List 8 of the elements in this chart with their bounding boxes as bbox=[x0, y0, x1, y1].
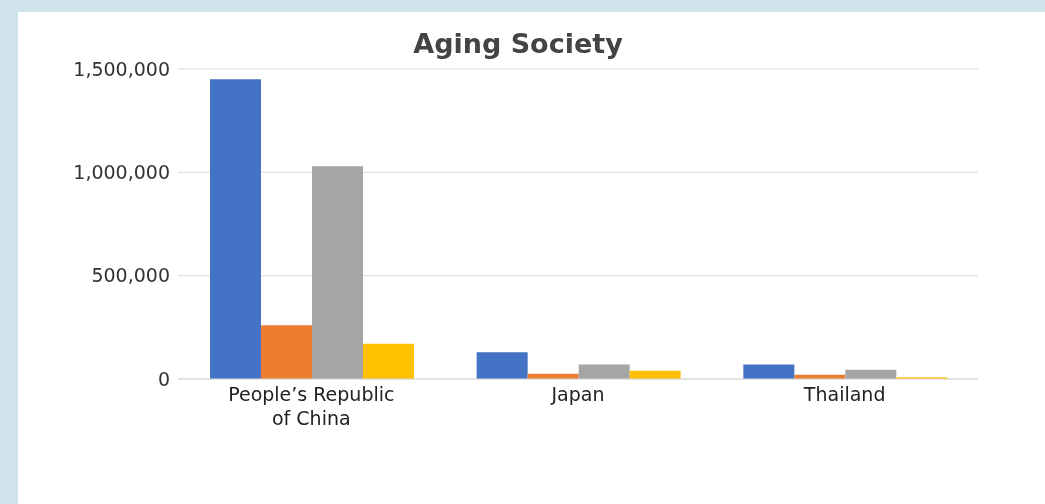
y-tick-label: 1,000,000 bbox=[73, 161, 170, 184]
y-tick-label: 0 bbox=[157, 367, 170, 390]
x-tick-label: Thailand bbox=[802, 383, 886, 405]
x-tick-label: Japan bbox=[550, 383, 605, 405]
x-tick-label: People’s Republic of China bbox=[228, 383, 395, 429]
y-tick-label: 500,000 bbox=[91, 264, 170, 287]
chart-title: Aging Society bbox=[412, 28, 624, 59]
y-tick-label: 1,500,000 bbox=[73, 57, 170, 80]
